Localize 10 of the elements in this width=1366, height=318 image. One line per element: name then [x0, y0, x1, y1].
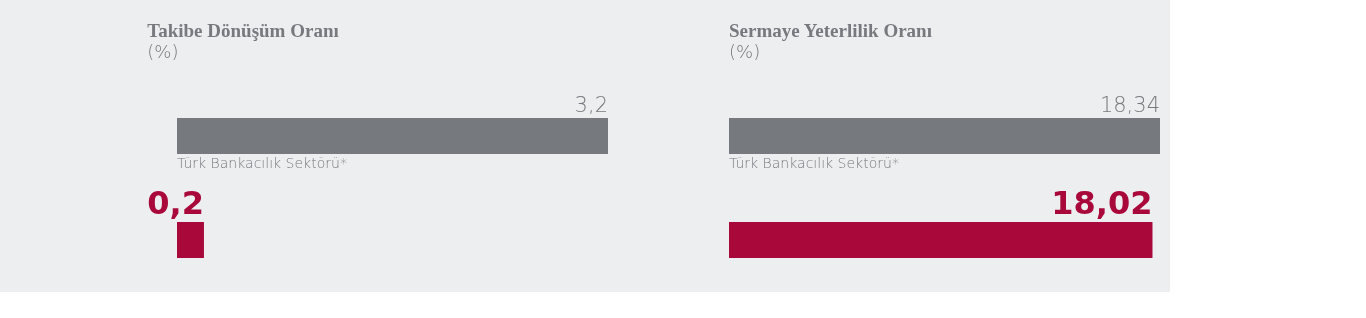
y-tick-label: Türk Bankacılık Sektörü*	[729, 155, 899, 171]
data-label: 0,2	[147, 184, 204, 222]
chart-title: Takibe Dönüşüm Oranı	[147, 20, 339, 41]
data-label: 18,02	[1051, 184, 1153, 222]
chart-title: Sermaye Yeterlilik Oranı	[729, 20, 932, 41]
y-tick-label: Türk Bankacılık Sektörü*	[177, 155, 347, 171]
chart-subtitle: (%)	[729, 41, 761, 62]
data-label: 18,34	[1099, 93, 1160, 117]
chart-subtitle: (%)	[147, 41, 179, 62]
data-label: 3,2	[574, 93, 608, 117]
